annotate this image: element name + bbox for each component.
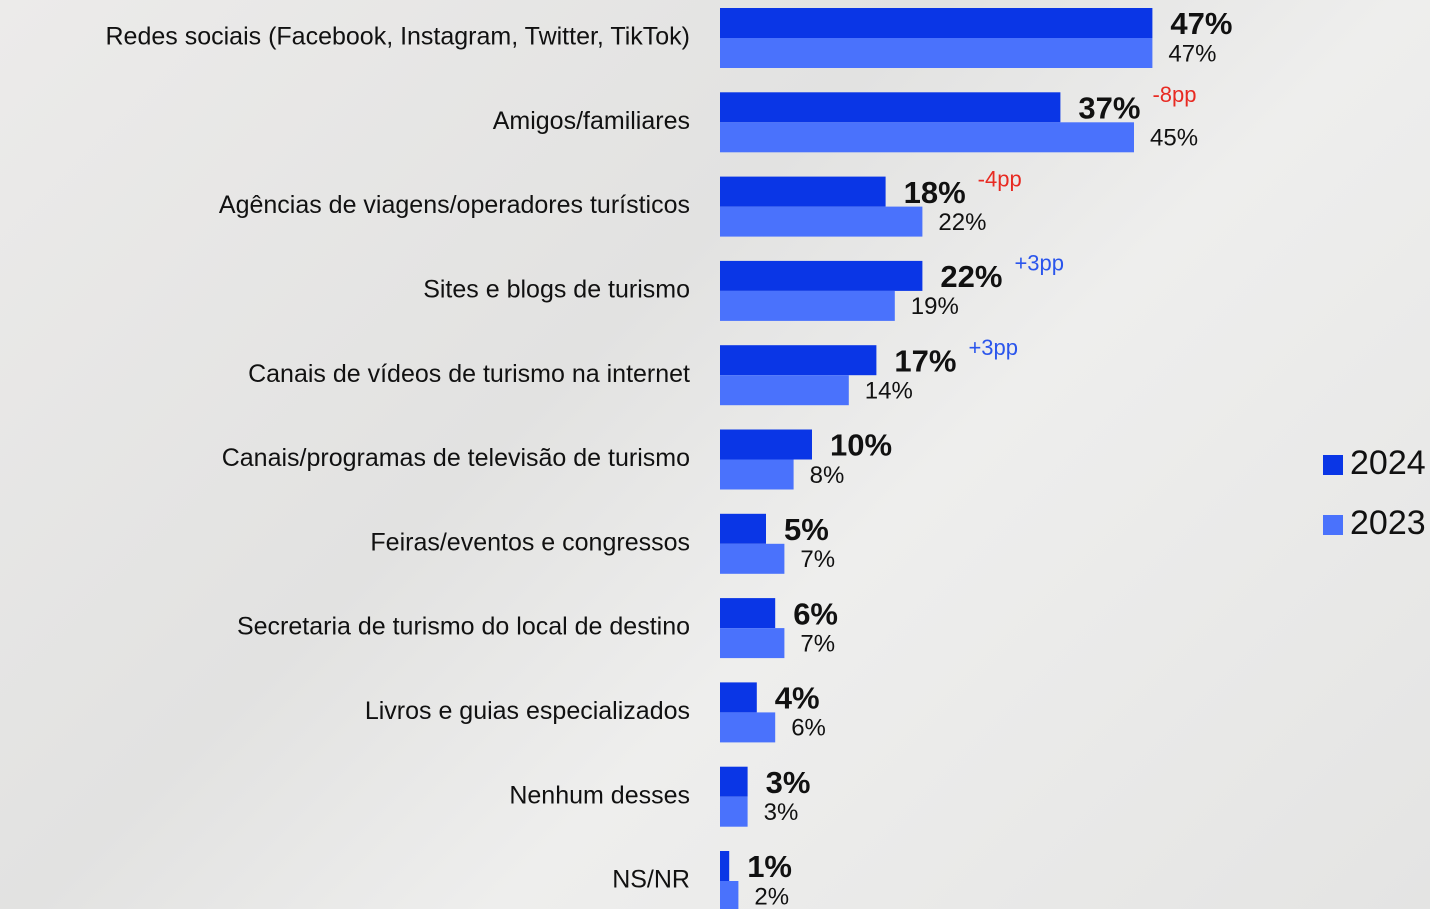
bar <box>720 682 757 713</box>
change-annotation: -4pp <box>978 166 1022 191</box>
value-label: 2% <box>754 883 789 909</box>
value-label: 47% <box>1168 40 1216 67</box>
bar <box>720 8 1153 38</box>
value-label: 4% <box>775 681 820 716</box>
value-label: 3% <box>764 799 799 826</box>
bar <box>720 345 877 376</box>
category-label: Amigos/familiares <box>493 107 690 135</box>
bar <box>720 38 1153 68</box>
value-label: 19% <box>911 293 959 320</box>
value-label: 47% <box>1170 6 1232 41</box>
bar <box>720 851 730 881</box>
bar <box>720 429 812 460</box>
value-label: 8% <box>810 462 845 489</box>
legend-swatch <box>1323 515 1343 535</box>
bar <box>720 260 923 291</box>
bar <box>720 206 923 237</box>
value-label: 45% <box>1150 125 1198 152</box>
value-label: 10% <box>830 428 892 463</box>
category-label: Livros e guias especializados <box>365 697 690 725</box>
value-label: 18% <box>904 175 966 210</box>
value-label: 1% <box>747 849 792 884</box>
value-label: 14% <box>865 378 913 405</box>
bar <box>720 459 794 490</box>
bar <box>720 543 785 574</box>
bar <box>720 796 748 827</box>
legend-label: 2023 <box>1350 504 1426 542</box>
bar <box>720 375 849 406</box>
bar <box>720 176 886 207</box>
bar <box>720 628 785 659</box>
value-label: 6% <box>791 715 826 742</box>
bar <box>720 881 739 909</box>
legend-swatch <box>1323 455 1343 475</box>
category-label: Secretaria de turismo do local de destin… <box>237 613 690 641</box>
value-label: 3% <box>766 765 811 800</box>
value-label: 17% <box>894 343 956 378</box>
bar <box>720 598 776 629</box>
category-label: Canais de vídeos de turismo na internet <box>248 360 690 388</box>
category-label: Feiras/eventos e congressos <box>370 528 690 556</box>
category-label: Nenhum desses <box>509 781 690 809</box>
category-label: Redes sociais (Facebook, Instagram, Twit… <box>106 23 691 51</box>
value-label: 22% <box>938 209 986 236</box>
change-annotation: +3pp <box>968 335 1018 360</box>
value-label: 7% <box>800 630 835 657</box>
legend-label: 2024 <box>1350 444 1426 482</box>
category-label: Canais/programas de televisão de turismo <box>222 444 690 472</box>
value-label: 37% <box>1078 90 1140 125</box>
bar <box>720 513 766 544</box>
bar <box>720 766 748 797</box>
value-label: 22% <box>940 259 1002 294</box>
bar <box>720 92 1061 123</box>
value-label: 7% <box>800 546 835 573</box>
bar <box>720 290 895 321</box>
value-label: 6% <box>793 596 838 631</box>
category-label: Sites e blogs de turismo <box>423 276 690 304</box>
change-annotation: +3pp <box>1014 251 1064 276</box>
bar <box>720 712 776 743</box>
value-label: 5% <box>784 512 829 547</box>
change-annotation: -8pp <box>1152 82 1196 107</box>
bar <box>720 122 1134 153</box>
category-label: NS/NR <box>612 866 690 894</box>
category-label: Agências de viagens/operadores turístico… <box>219 191 690 219</box>
